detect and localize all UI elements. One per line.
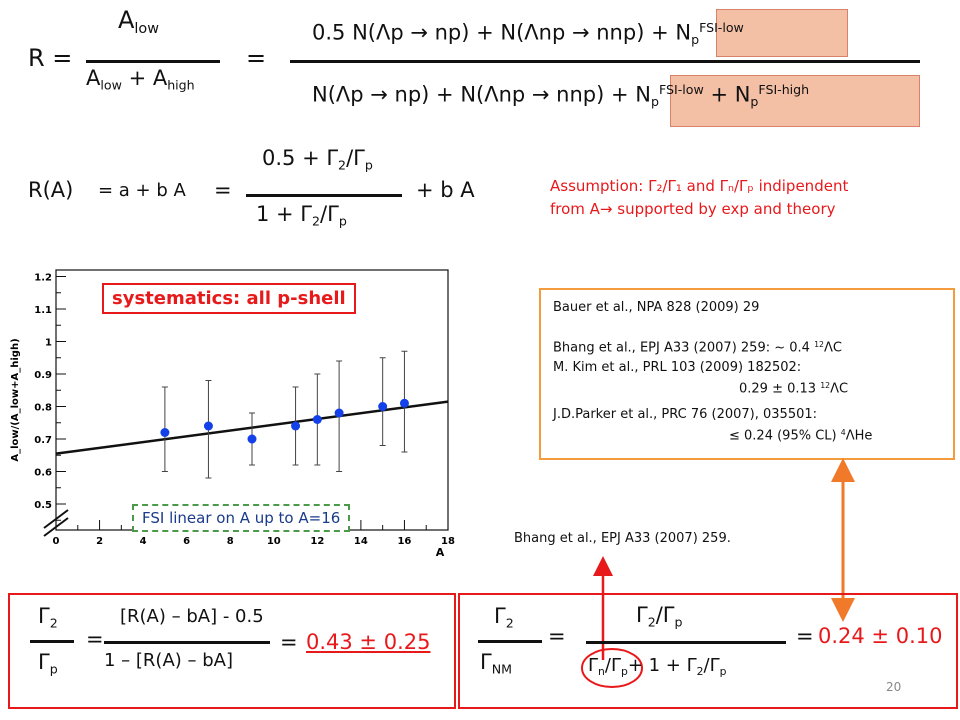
y-tick-label: 0.5 (34, 500, 52, 511)
x-tick-label: 8 (227, 536, 234, 547)
data-point (312, 415, 322, 424)
result-left-value: 0.43 ± 0.25 (306, 630, 431, 654)
ratio-lhs: R = (28, 44, 73, 72)
result-left-bar1 (30, 640, 74, 643)
result-right-eq2: = (796, 624, 814, 648)
data-point (399, 398, 409, 408)
ref-kim: M. Kim et al., PRL 103 (2009) 182502: (553, 360, 802, 375)
assumption-line1: Assumption: Γ₂/Γ₁ and Γₙ/Γₚ indipendent (550, 177, 849, 195)
result-left-gamma2: Γ2 (38, 604, 58, 631)
y-axis-label: A_low/(A_low+A_high) (10, 338, 21, 461)
linear-numerator: 0.5 + Γ2/Γp (262, 146, 373, 173)
result-left-box (8, 593, 456, 709)
result-right-gamma2: Γ2 (494, 604, 514, 631)
fsi-linear-label: FSI linear on A up to A=16 (132, 504, 351, 532)
result-right-bar2 (586, 641, 786, 644)
ratio-numerator: Alow (118, 6, 159, 38)
result-right-num: Γ2/Γp (636, 603, 683, 630)
x-tick-label: 2 (96, 536, 103, 547)
data-point (378, 402, 388, 411)
systematics-label: systematics: all p-shell (102, 283, 356, 314)
x-tick-label: 4 (140, 536, 147, 547)
data-point (160, 428, 170, 437)
fsi-low-highlight-top (716, 9, 848, 57)
page-number: 20 (886, 680, 902, 694)
scatter-plot: 0.5 0.6 0.7 0.8 0.9 1 1.1 1.2 0 2 4 6 8 10 12 14 16 18 A_l… (10, 269, 455, 559)
references-box: Bauer et al., NPA 828 (2009) 29 Bhang et… (539, 288, 955, 460)
x-tick-label: 0 (53, 536, 60, 547)
axis-break-mark (43, 509, 69, 529)
rhs-fraction-bar (290, 60, 920, 63)
linear-eq1: = a + b A (98, 180, 186, 201)
data-point (291, 421, 301, 431)
y-tick-label: 1 (45, 338, 52, 349)
result-right-gammanm: ΓNM (480, 650, 512, 677)
linear-fraction-bar (246, 194, 402, 197)
y-tick-label: 0.9 (34, 370, 52, 381)
y-tick-label: 0.6 (34, 468, 52, 479)
ratio-equals: = (246, 44, 267, 72)
fsi-highlight-bottom (670, 75, 920, 127)
result-right-value: 0.24 ± 0.10 (818, 624, 943, 648)
linear-lhs: R(A) (28, 178, 74, 202)
result-left-bar2 (104, 641, 270, 644)
ref-bhang: Bhang et al., EPJ A33 (2007) 259: ~ 0.4 … (553, 340, 842, 356)
ratio-denominator: Alow + Ahigh (86, 66, 195, 93)
linear-tail: + b A (416, 178, 475, 202)
linear-denominator: 1 + Γ2/Γp (256, 202, 347, 229)
data-point (247, 434, 257, 444)
rhs-numerator: 0.5 N(Λp → np) + N(Λnp → nnp) + NpFSI-lo… (312, 20, 744, 47)
x-tick-label: 10 (267, 536, 281, 547)
y-tick-label: 0.8 (34, 403, 52, 414)
result-right-eq: = (548, 624, 566, 648)
ref-bauer: Bauer et al., NPA 828 (2009) 29 (553, 300, 760, 315)
result-left-gammap: Γp (38, 650, 58, 677)
linear-eq2: = (214, 178, 232, 202)
y-tick-label: 1.1 (34, 305, 52, 316)
axis-break-mark (43, 517, 69, 537)
x-axis-label: A (436, 546, 445, 559)
result-left-eq: = (86, 627, 104, 651)
x-tick-label: 12 (310, 536, 324, 547)
y-tick-label: 1.2 (34, 273, 52, 284)
result-left-den: 1 – [R(A) – bA] (104, 650, 233, 671)
ref-kim-value: 0.29 ± 0.13 12ΛC (739, 381, 849, 397)
bhang-note: Bhang et al., EPJ A33 (2007) 259. (514, 531, 731, 546)
result-right-bar1 (478, 640, 542, 643)
x-tick-label: 18 (441, 536, 455, 547)
assumption-line2: from A→ supported by exp and theory (550, 200, 836, 218)
ref-parker-value: ≤ 0.24 (95% CL) 4ΛHe (729, 428, 873, 444)
x-tick-label: 16 (397, 536, 411, 547)
data-point (334, 408, 344, 418)
ratio-fraction-bar (86, 60, 220, 63)
x-tick-label: 14 (354, 536, 368, 547)
y-tick-label: 0.7 (34, 435, 52, 446)
x-tick-label: 6 (183, 536, 190, 547)
result-right-box (458, 593, 958, 709)
result-left-num: [R(A) – bA] - 0.5 (120, 606, 264, 627)
result-left-eq2: = (280, 630, 298, 654)
result-right-den: Γn/Γp+ 1 + Γ2/Γp (588, 655, 727, 678)
data-point (203, 421, 213, 431)
ref-parker: J.D.Parker et al., PRC 76 (2007), 035501… (553, 407, 818, 422)
rhs-denominator: N(Λp → np) + N(Λnp → nnp) + NpFSI-low + … (312, 82, 810, 109)
